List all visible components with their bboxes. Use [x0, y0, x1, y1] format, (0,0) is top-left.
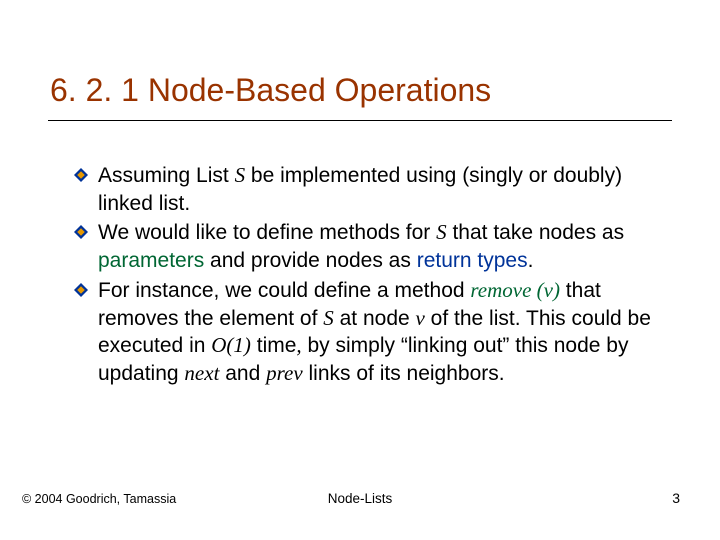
bullet-icon — [74, 225, 88, 239]
footer-page-number: 3 — [672, 490, 680, 506]
title-underline — [48, 120, 672, 121]
slide-title: 6. 2. 1 Node-Based Operations — [50, 72, 670, 109]
bullet-item: We would like to define methods for S th… — [74, 219, 656, 274]
bullet-text: We would like to define methods for S th… — [98, 219, 656, 274]
footer-title: Node-Lists — [0, 491, 720, 506]
bullet-text: Assuming List S be implemented using (si… — [98, 162, 656, 217]
bullet-item: Assuming List S be implemented using (si… — [74, 162, 656, 217]
slide-body: Assuming List S be implemented using (si… — [74, 162, 656, 390]
bullet-item: For instance, we could define a method r… — [74, 277, 656, 388]
slide: 6. 2. 1 Node-Based Operations Assuming L… — [0, 0, 720, 540]
bullet-text: For instance, we could define a method r… — [98, 277, 656, 388]
bullet-icon — [74, 168, 88, 182]
bullet-icon — [74, 283, 88, 297]
